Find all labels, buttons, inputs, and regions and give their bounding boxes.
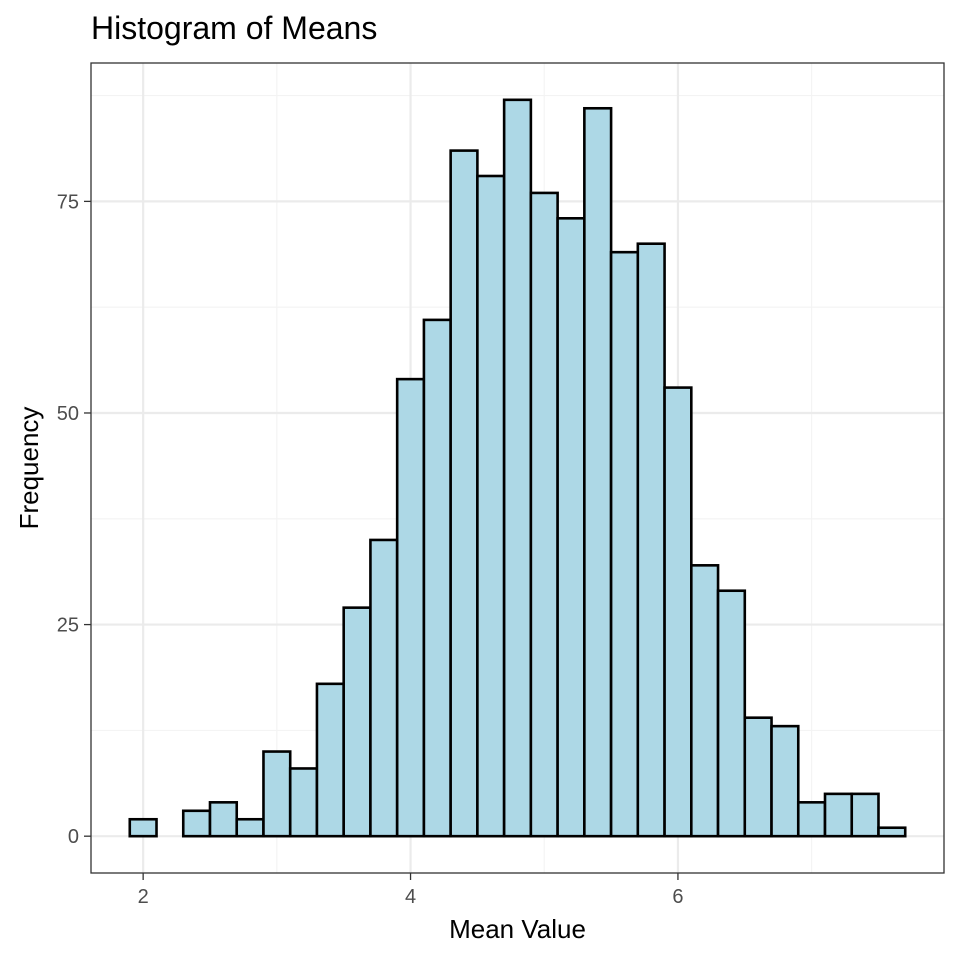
x-tick-label: 4 bbox=[405, 886, 416, 908]
histogram-bar bbox=[315, 682, 345, 838]
y-tick-label: 0 bbox=[68, 826, 79, 848]
x-tick-label: 6 bbox=[672, 886, 683, 908]
histogram-bar bbox=[743, 716, 773, 838]
histogram-bar bbox=[235, 817, 265, 838]
histogram-bar bbox=[128, 817, 158, 838]
histogram-bar bbox=[288, 767, 319, 838]
x-tick-label: 2 bbox=[138, 886, 149, 908]
histogram-bar bbox=[262, 750, 292, 838]
histogram-bar bbox=[476, 174, 506, 838]
histogram-bar bbox=[208, 801, 239, 838]
histogram-bar bbox=[181, 809, 212, 838]
y-tick-label: 25 bbox=[57, 615, 79, 637]
histogram-bar bbox=[663, 386, 693, 838]
histogram-bar bbox=[449, 149, 479, 838]
histogram-bar bbox=[422, 318, 452, 838]
histogram-bar bbox=[502, 98, 533, 838]
histogram-bar bbox=[823, 792, 854, 838]
y-tick-label: 75 bbox=[57, 191, 79, 213]
histogram-bar bbox=[395, 377, 426, 838]
y-axis-ticks: 0 25 50 75 bbox=[57, 191, 91, 848]
histogram-bar bbox=[342, 606, 372, 838]
histogram-bar bbox=[850, 792, 880, 838]
histogram-bar bbox=[609, 250, 640, 838]
histogram-bar bbox=[770, 724, 800, 838]
bars-layer bbox=[128, 98, 907, 838]
histogram-bar bbox=[583, 106, 613, 838]
x-axis-ticks: 2 4 6 bbox=[138, 873, 684, 908]
histogram-bar bbox=[716, 589, 747, 838]
histogram-bar bbox=[556, 217, 586, 838]
y-axis-title: Frequency bbox=[14, 407, 44, 530]
histogram-bar bbox=[369, 538, 399, 838]
histogram-bar bbox=[636, 242, 666, 838]
histogram-bar bbox=[529, 191, 559, 838]
chart-title: Histogram of Means bbox=[91, 10, 378, 46]
histogram-bar bbox=[877, 826, 907, 838]
x-axis-title: Mean Value bbox=[449, 914, 586, 944]
y-tick-label: 50 bbox=[57, 403, 79, 425]
panel-border bbox=[90, 62, 945, 874]
histogram-bar bbox=[796, 801, 827, 838]
histogram-bar bbox=[690, 564, 720, 838]
